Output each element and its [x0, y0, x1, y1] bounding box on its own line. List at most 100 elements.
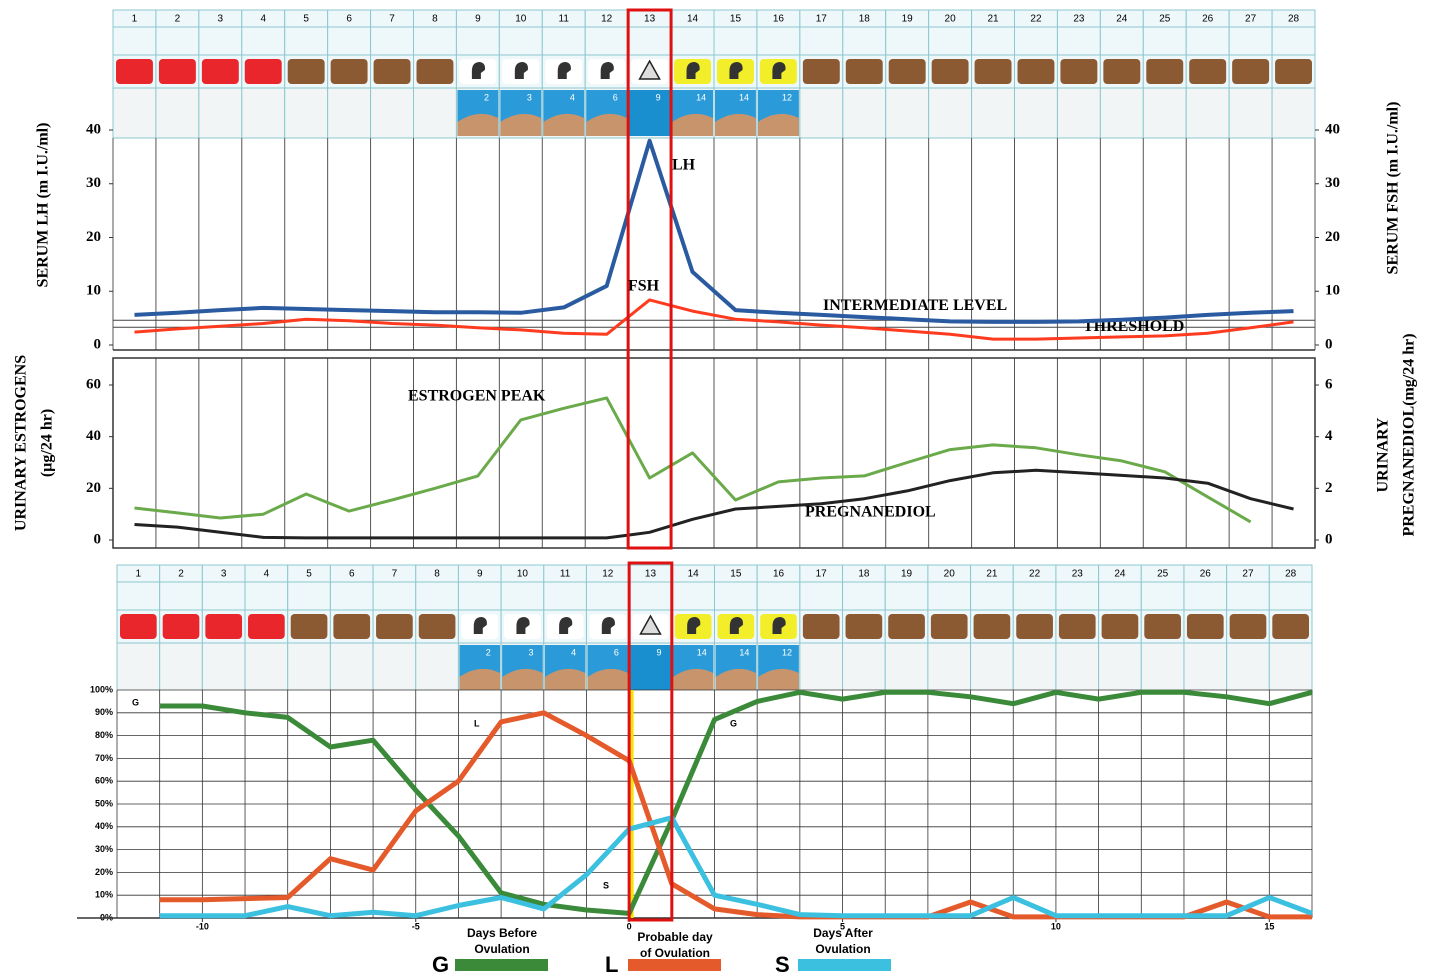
y-tick-label: 60: [86, 376, 101, 392]
annotation: Ovulation: [815, 942, 870, 956]
image: [630, 645, 671, 691]
image-cell: [799, 87, 844, 139]
day-label: 21: [987, 14, 999, 25]
legend-swatch: [798, 959, 891, 971]
day-label: 9: [477, 569, 483, 580]
series-label: LH: [672, 157, 696, 174]
blank-cell: [885, 26, 930, 56]
day-label: 10: [515, 14, 527, 25]
blank-cell: [1226, 581, 1270, 611]
blank-cell: [372, 581, 417, 611]
image-detail: [715, 113, 756, 136]
image-label: 6: [614, 647, 619, 657]
phase-swatch: [1272, 614, 1309, 639]
y-tick-label: 0: [94, 531, 102, 547]
day-label: 19: [902, 14, 914, 25]
day-label: 9: [475, 14, 481, 25]
image-detail: [672, 113, 713, 136]
image-cell: [116, 642, 161, 694]
y-tick-label: 20: [86, 229, 101, 245]
image-detail: [457, 113, 499, 136]
day-label: 5: [303, 14, 309, 25]
legend-label: G: [432, 952, 449, 977]
phase-swatch: [1229, 614, 1267, 639]
y-tick-label: 100%: [90, 684, 113, 694]
blank-cell: [455, 26, 500, 56]
phase-swatch: [201, 59, 239, 84]
blank-cell: [244, 581, 289, 611]
image-cell: [1055, 642, 1100, 694]
blank-cell: [241, 26, 286, 56]
annotation: Days Before: [467, 926, 537, 940]
image-cell: [1012, 642, 1057, 694]
day-label: 12: [602, 569, 614, 580]
icon: [557, 62, 571, 79]
y2-tick-label: 6: [1325, 376, 1333, 392]
blank-cell: [756, 581, 801, 611]
image-cell: [372, 642, 417, 694]
day-label: 24: [1114, 569, 1126, 580]
y2-tick-label: 40: [1325, 121, 1340, 137]
series-line: [134, 396, 1252, 524]
phase-swatch: [845, 59, 883, 84]
phase-swatch: [205, 614, 243, 639]
blank-cell: [1268, 581, 1313, 611]
image-cell: [415, 642, 459, 694]
image-detail: [757, 113, 799, 136]
day-label: 23: [1072, 569, 1084, 580]
blank-cell: [1142, 26, 1187, 56]
phase-swatch: [974, 59, 1012, 84]
image-cell: [112, 87, 157, 139]
image-cell: [1140, 642, 1185, 694]
blank-cell: [713, 26, 758, 56]
image-detail: [544, 668, 586, 691]
blank-cell: [1056, 26, 1101, 56]
blank-cell: [1271, 26, 1316, 56]
image-cell: [799, 642, 844, 694]
image-label: 3: [527, 92, 532, 102]
blank-cell: [756, 26, 801, 56]
day-label: 12: [601, 14, 613, 25]
image-cell: [1098, 642, 1142, 694]
icon: [772, 62, 786, 79]
y2-tick-label: 0: [1325, 531, 1333, 547]
day-label: 16: [773, 569, 785, 580]
image-cell: [1014, 87, 1058, 139]
blank-cell: [543, 581, 587, 611]
phase-swatch: [845, 614, 883, 639]
icon: [559, 617, 573, 634]
blank-cell: [1098, 581, 1142, 611]
phase-swatch: [330, 59, 368, 84]
phase-swatch: [888, 59, 926, 84]
phase-swatch: [290, 614, 328, 639]
image-cell: [1183, 642, 1228, 694]
day-label: 1: [132, 14, 138, 25]
phase-swatch: [333, 614, 371, 639]
phase-swatch: [1058, 614, 1096, 639]
day-label: 17: [816, 569, 828, 580]
image-label: 12: [782, 92, 792, 102]
blank-cell: [1055, 581, 1100, 611]
image-cell: [1271, 87, 1316, 139]
phase-swatch: [1146, 59, 1184, 84]
y-axis-title: URINARY ESTROGENS: [13, 355, 30, 531]
day-label: 15: [730, 569, 742, 580]
image-cell: [842, 87, 887, 139]
icon: [729, 62, 743, 79]
day-label: 18: [859, 14, 871, 25]
y2-axis-title: URINARY: [1375, 417, 1392, 492]
image-label: 2: [486, 647, 491, 657]
annotation: ESTROGEN PEAK: [408, 388, 546, 405]
blank-cell: [415, 581, 459, 611]
image-label: 4: [570, 92, 575, 102]
phase-swatch: [931, 59, 969, 84]
day-label: 19: [901, 569, 913, 580]
legend-label: S: [775, 952, 790, 977]
y2-axis-title: SERUM FSH (m I.U./ml): [1385, 102, 1402, 275]
phase-swatch: [162, 614, 200, 639]
blank-cell: [585, 581, 630, 611]
series-label: L: [474, 718, 480, 728]
image-cell: [241, 87, 286, 139]
annotation: Days After: [813, 926, 873, 940]
blank-cell: [155, 26, 200, 56]
